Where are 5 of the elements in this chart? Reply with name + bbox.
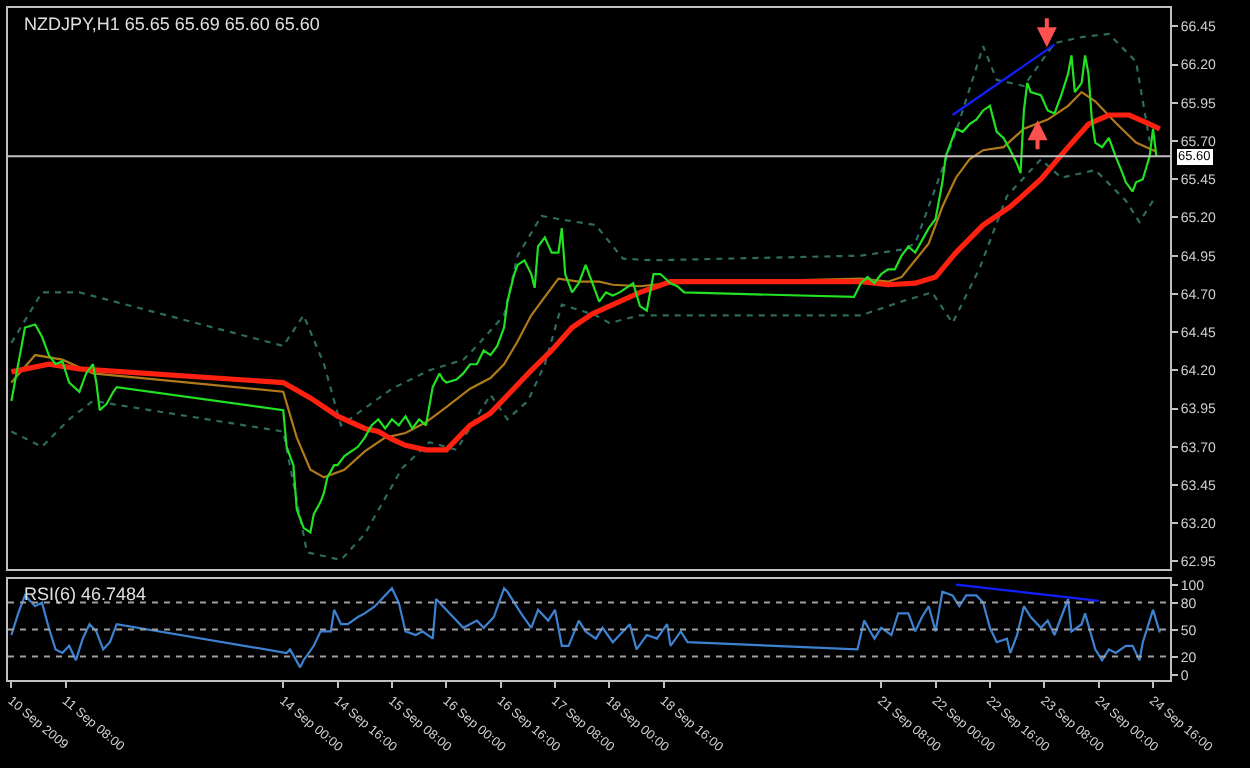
- line-series: [10, 158, 1155, 562]
- line-series: [10, 54, 1158, 534]
- line-series: [10, 587, 1161, 669]
- chart-title: RSI(6) 46.7484: [24, 584, 147, 604]
- chart-title: NZDJPY,H1 65.65 65.69 65.60 65.60: [24, 14, 320, 34]
